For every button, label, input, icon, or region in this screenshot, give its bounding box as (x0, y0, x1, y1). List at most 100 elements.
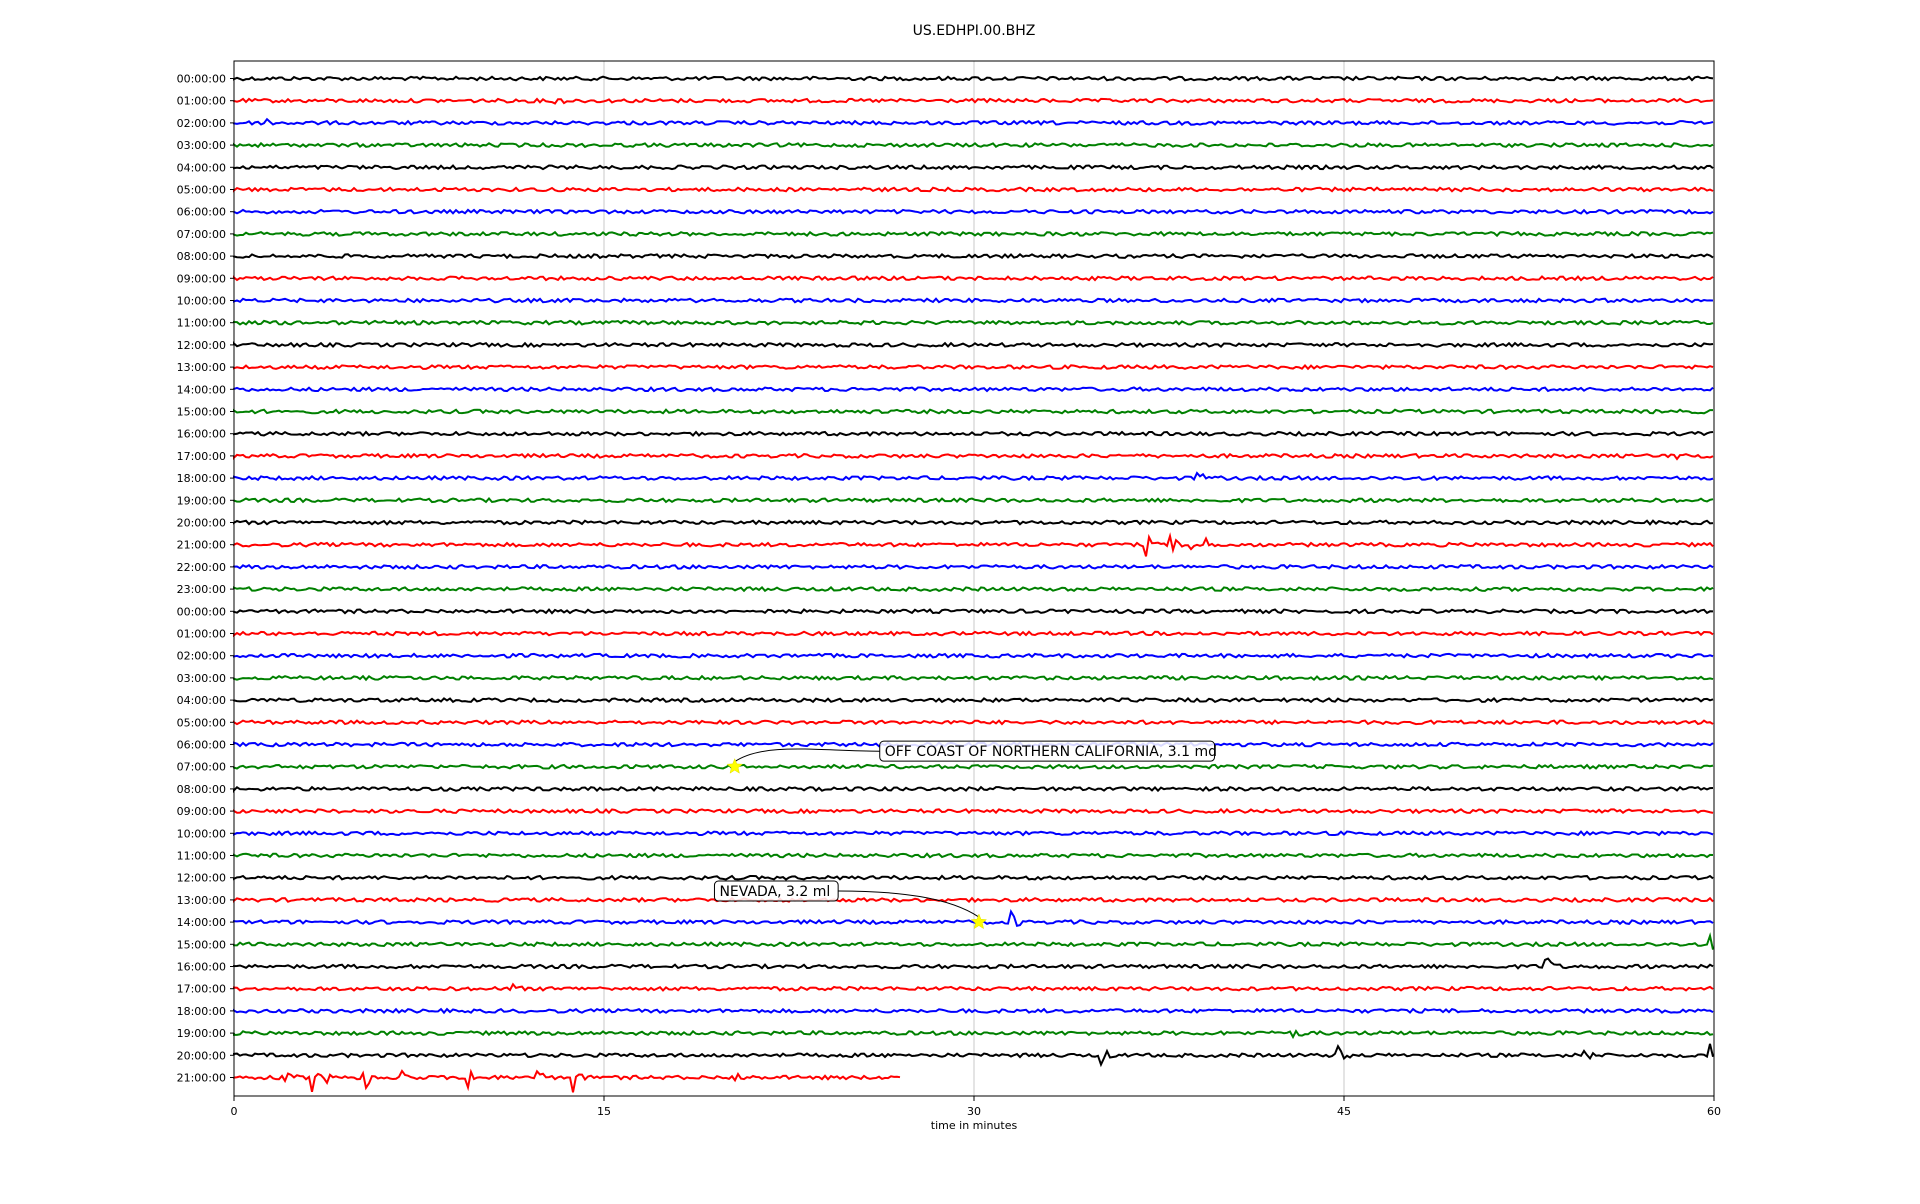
trace-row-35 (233, 852, 1714, 859)
trace-row-5 (233, 186, 1714, 193)
trace-row-20 (233, 519, 1714, 526)
row-time-label: 05:00:00 (177, 184, 226, 197)
chart-title: US.EDHPI.00.BHZ (913, 23, 1036, 39)
row-time-label: 00:00:00 (177, 73, 226, 86)
row-time-label: 17:00:00 (177, 983, 226, 996)
trace-row-14 (233, 386, 1714, 393)
row-time-label: 06:00:00 (177, 206, 226, 219)
trace-row-32 (233, 785, 1714, 793)
row-time-label: 03:00:00 (177, 139, 226, 152)
row-time-label: 02:00:00 (177, 117, 226, 130)
trace-row-41 (233, 982, 1714, 992)
row-time-label: 10:00:00 (177, 827, 226, 840)
row-time-label: 18:00:00 (177, 472, 226, 485)
row-time-label: 22:00:00 (177, 561, 226, 574)
grid-lines (603, 61, 1345, 1096)
row-time-label: 16:00:00 (177, 961, 226, 974)
row-time-label: 15:00:00 (177, 938, 226, 951)
row-time-label: 21:00:00 (177, 1072, 226, 1085)
plot-frame (233, 60, 1715, 1097)
trace-row-27 (233, 674, 1714, 682)
row-time-labels: 00:00:00 01:00:00 02:00:00 03:00:00 04:00:00… (177, 73, 234, 1085)
row-time-label: 21:00:00 (177, 539, 226, 552)
row-time-label: 14:00:00 (177, 383, 226, 396)
row-time-label: 09:00:00 (177, 272, 226, 285)
row-time-label: 20:00:00 (177, 517, 226, 530)
trace-row-28 (233, 696, 1714, 704)
trace-row-19 (233, 496, 1714, 504)
row-time-label: 20:00:00 (177, 1049, 226, 1062)
trace-row-12 (233, 341, 1714, 349)
trace-row-34 (233, 830, 1714, 837)
trace-row-33 (233, 807, 1714, 815)
row-time-label: 19:00:00 (177, 1027, 226, 1040)
trace-row-17 (233, 452, 1714, 461)
row-time-label: 23:00:00 (177, 583, 226, 596)
trace-row-2 (233, 117, 1714, 127)
trace-row-29 (233, 719, 1714, 726)
annotation-label: NEVADA, 3.2 ml (719, 884, 830, 900)
trace-row-31 (233, 763, 1714, 770)
row-time-label: 13:00:00 (177, 361, 226, 374)
row-time-label: 07:00:00 (177, 761, 226, 774)
trace-row-8 (233, 252, 1714, 260)
row-time-label: 07:00:00 (177, 228, 226, 241)
row-time-label: 11:00:00 (177, 317, 226, 330)
row-time-label: 12:00:00 (177, 872, 226, 885)
row-time-label: 08:00:00 (177, 783, 226, 796)
trace-row-26 (233, 652, 1714, 659)
trace-row-3 (233, 141, 1714, 149)
row-time-label: 01:00:00 (177, 95, 226, 108)
trace-row-43 (233, 1029, 1714, 1040)
x-tick-label: 0 (231, 1105, 238, 1118)
event-star-icon (726, 758, 743, 774)
row-time-label: 17:00:00 (177, 450, 226, 463)
trace-row-16 (233, 430, 1714, 437)
trace-row-11 (233, 319, 1714, 326)
trace-lines (233, 75, 1714, 1093)
row-time-label: 06:00:00 (177, 739, 226, 752)
row-time-label: 04:00:00 (177, 694, 226, 707)
row-time-label: 08:00:00 (177, 250, 226, 263)
trace-row-9 (233, 275, 1714, 282)
trace-row-44 (233, 1043, 1714, 1068)
row-time-label: 01:00:00 (177, 628, 226, 641)
trace-row-37 (233, 896, 1714, 904)
row-time-label: 16:00:00 (177, 428, 226, 441)
trace-row-23 (233, 586, 1714, 593)
trace-row-6 (233, 208, 1714, 215)
row-time-label: 02:00:00 (177, 650, 226, 663)
row-time-label: 10:00:00 (177, 295, 226, 308)
trace-row-39 (233, 932, 1714, 950)
event-star-icon (970, 913, 988, 930)
row-time-label: 05:00:00 (177, 716, 226, 729)
trace-row-15 (233, 408, 1714, 415)
x-tick-label: 45 (1337, 1105, 1351, 1118)
annotation-label: OFF COAST OF NORTHERN CALIFORNIA, 3.1 md (885, 744, 1217, 760)
row-time-label: 09:00:00 (177, 805, 226, 818)
annotation-connector (838, 890, 980, 918)
trace-row-1 (233, 97, 1714, 105)
annotation-connector (734, 748, 880, 763)
trace-row-45 (233, 1068, 901, 1093)
x-tick-label: 30 (967, 1105, 981, 1118)
x-axis-ticks: 0 15 30 45 60 (231, 1096, 1721, 1118)
trace-row-10 (233, 297, 1714, 304)
row-time-label: 03:00:00 (177, 672, 226, 685)
trace-row-4 (233, 164, 1714, 171)
row-time-label: 11:00:00 (177, 850, 226, 863)
x-tick-label: 60 (1707, 1105, 1721, 1118)
trace-row-0 (233, 75, 1714, 82)
trace-row-40 (233, 957, 1714, 970)
trace-row-21 (233, 532, 1714, 557)
x-axis-label: time in minutes (931, 1119, 1018, 1132)
trace-row-13 (233, 363, 1714, 371)
row-time-label: 13:00:00 (177, 894, 226, 907)
row-time-label: 04:00:00 (177, 161, 226, 174)
x-tick-label: 15 (597, 1105, 611, 1118)
event-annotations: OFF COAST OF NORTHERN CALIFORNIA, 3.1 md… (713, 740, 1217, 930)
trace-row-25 (233, 630, 1714, 638)
trace-row-24 (233, 608, 1714, 615)
